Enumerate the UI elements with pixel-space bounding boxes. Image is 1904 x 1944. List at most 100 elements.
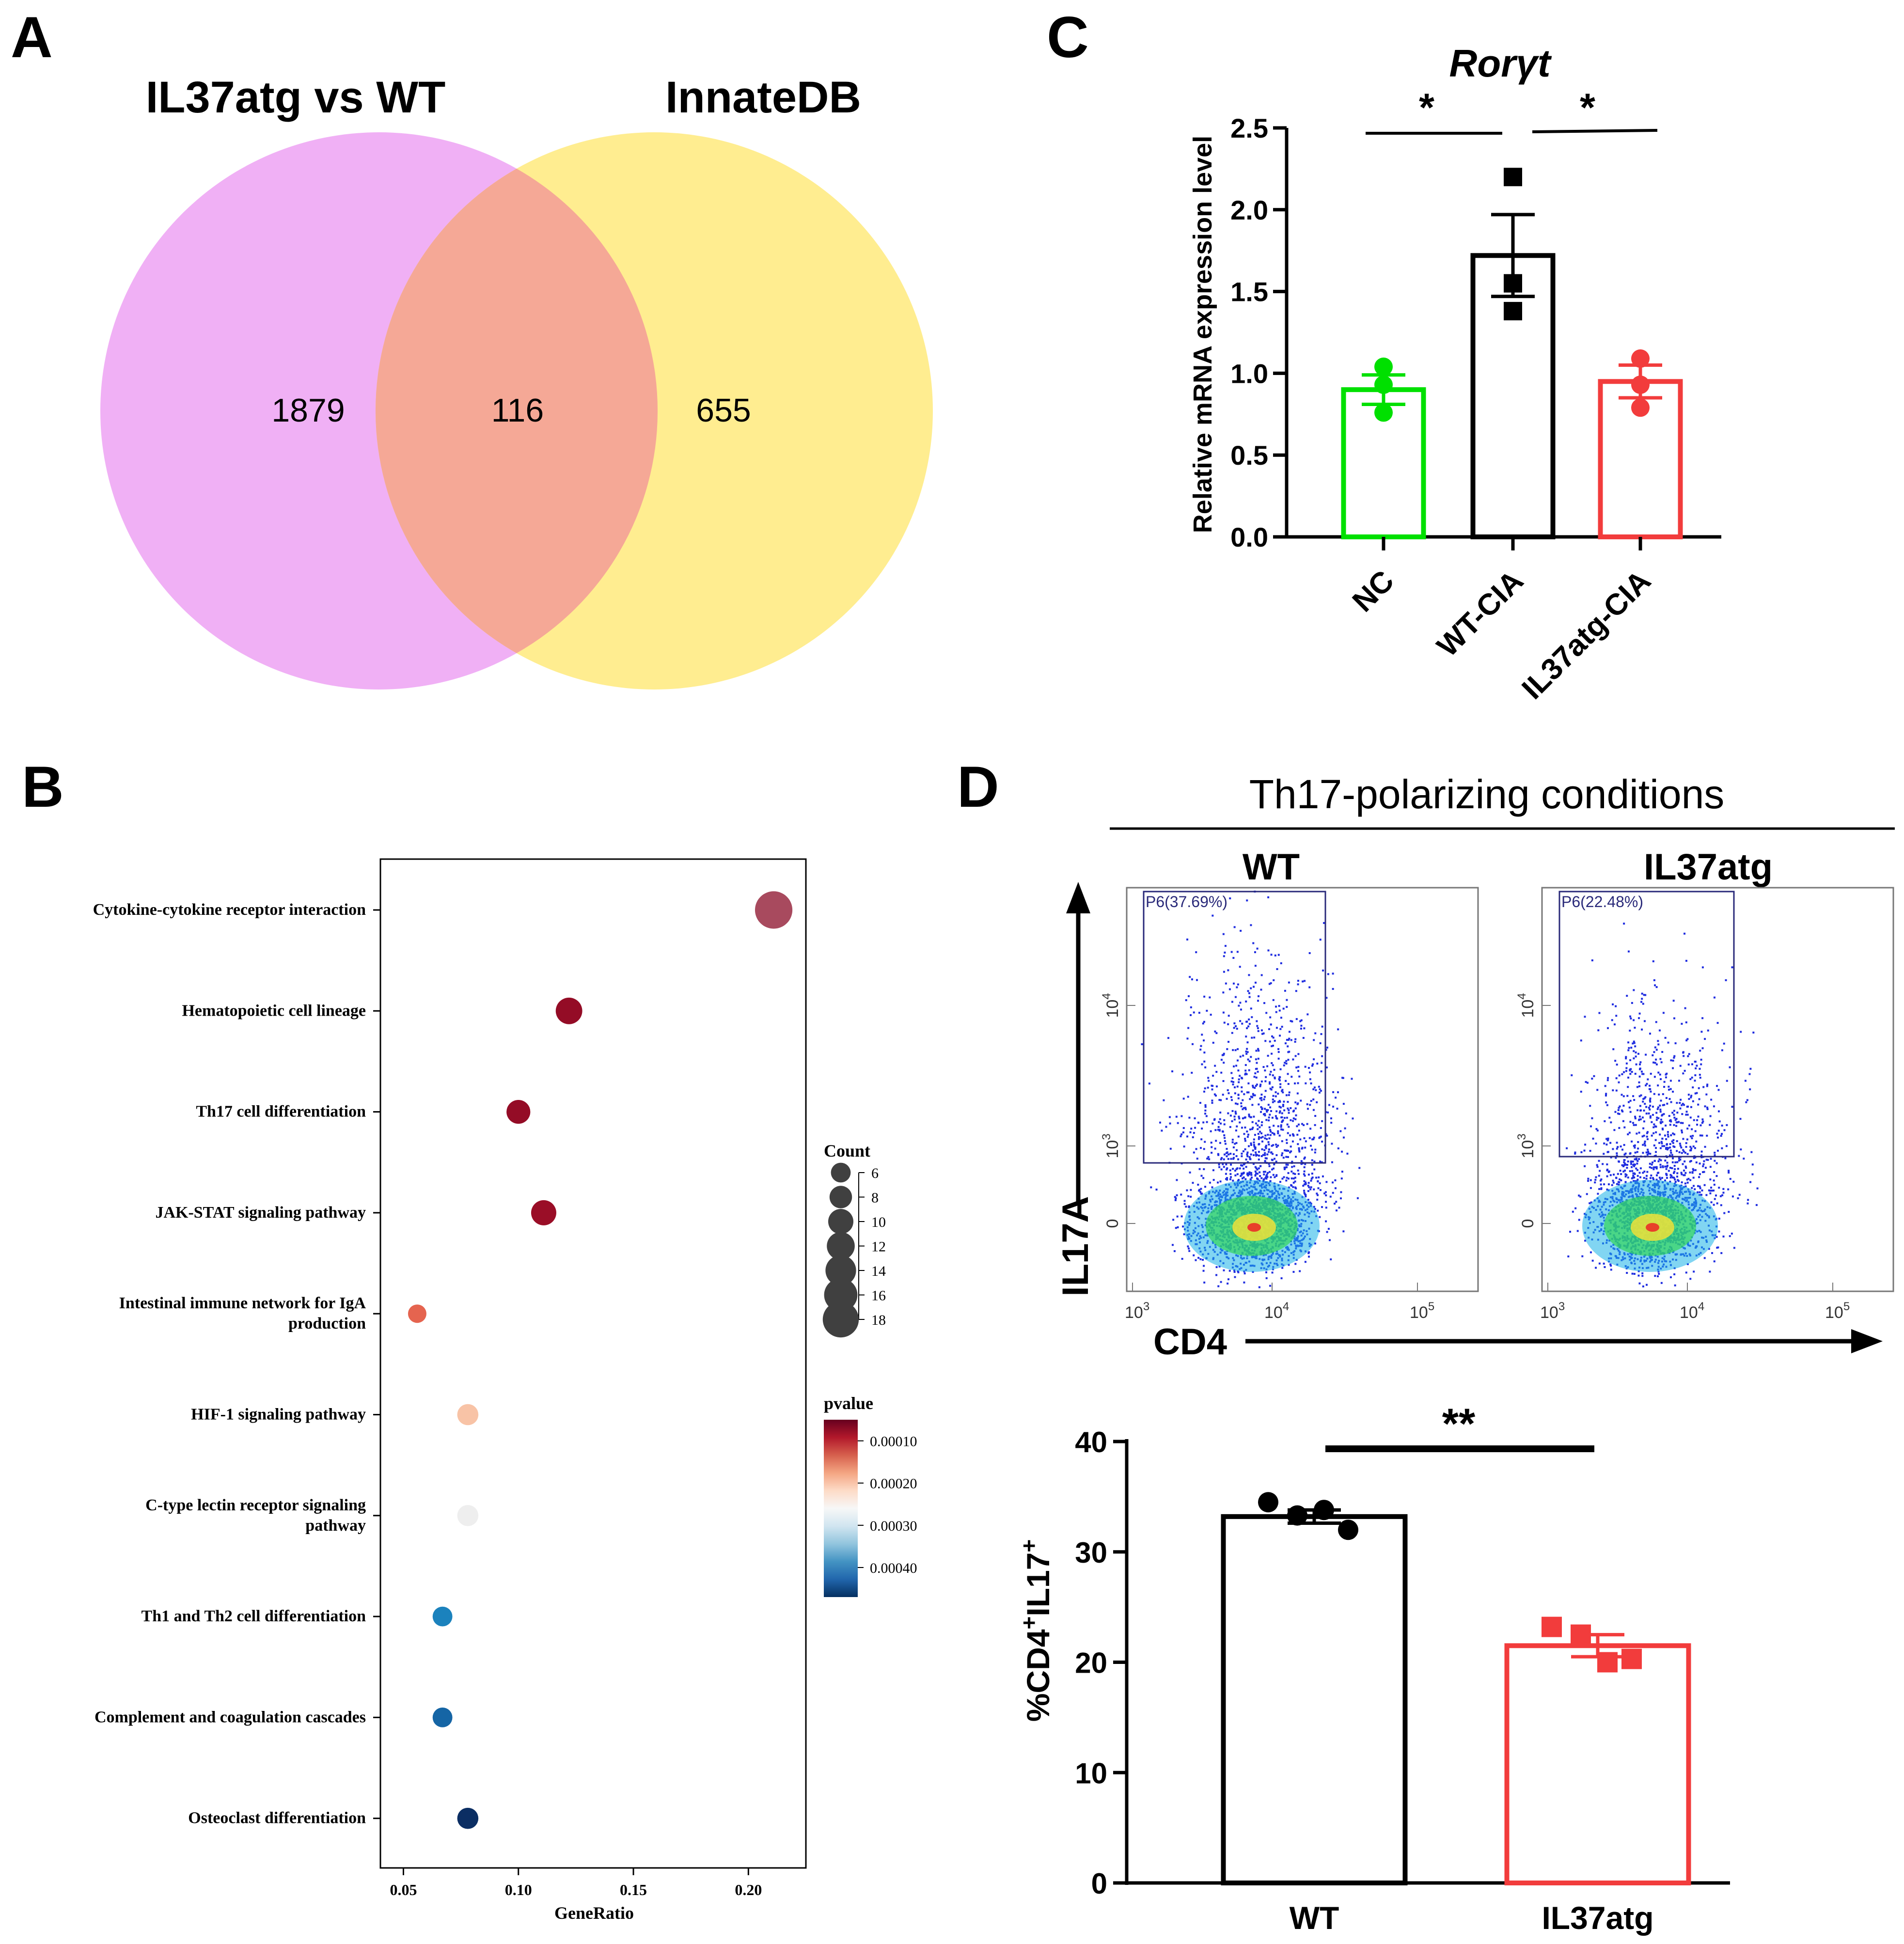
pathway-dot bbox=[555, 997, 582, 1024]
flow-event bbox=[1197, 1256, 1200, 1259]
flow-event bbox=[1305, 1140, 1307, 1143]
flow-event bbox=[1276, 968, 1278, 971]
flow-event bbox=[1297, 1053, 1300, 1055]
flow-event bbox=[1304, 980, 1306, 982]
flow-event bbox=[1345, 1112, 1347, 1114]
flow-event bbox=[1196, 979, 1198, 981]
flow-event bbox=[1182, 1127, 1185, 1129]
flow-event bbox=[1244, 1140, 1246, 1142]
flow-event bbox=[1287, 1177, 1290, 1180]
flow-event bbox=[1218, 1121, 1220, 1123]
flow-event bbox=[1268, 1151, 1270, 1153]
flow-event bbox=[1303, 1166, 1306, 1168]
flow-event bbox=[1657, 1270, 1660, 1273]
venn-count-left: 1879 bbox=[271, 392, 345, 429]
flow-event bbox=[1272, 1174, 1275, 1176]
flow-event bbox=[1646, 1135, 1648, 1138]
flow-event bbox=[1645, 1053, 1647, 1056]
flow-event bbox=[1678, 1080, 1680, 1082]
flow-event bbox=[1304, 1146, 1306, 1149]
flow-event bbox=[1704, 1105, 1706, 1108]
flow-event bbox=[1203, 1090, 1205, 1093]
flow-event bbox=[1281, 1112, 1283, 1114]
flow-event bbox=[1709, 1124, 1711, 1126]
flow-event bbox=[1717, 1089, 1720, 1091]
flow-event bbox=[1681, 1181, 1683, 1184]
venn-count-right: 655 bbox=[696, 392, 751, 429]
flow-event bbox=[1318, 1085, 1320, 1088]
y-tick-label: 0.5 bbox=[1230, 440, 1268, 470]
flow-event bbox=[1665, 1173, 1668, 1175]
flow-event bbox=[1230, 1080, 1233, 1082]
flow-event bbox=[1297, 1123, 1300, 1126]
flow-event bbox=[1274, 1176, 1276, 1178]
flow-event bbox=[1243, 1093, 1245, 1096]
flow-event bbox=[1314, 1124, 1316, 1126]
flow-event bbox=[1233, 1022, 1236, 1024]
flow-event bbox=[1264, 1108, 1266, 1110]
flow-event bbox=[1633, 1019, 1635, 1021]
flow-event bbox=[1312, 1063, 1314, 1066]
panel-label-d: D bbox=[957, 754, 999, 819]
flow-event bbox=[1625, 1067, 1628, 1069]
flow-event bbox=[1731, 1232, 1733, 1235]
flow-event bbox=[1219, 1112, 1222, 1114]
flow-event bbox=[1275, 1095, 1277, 1097]
flow-event bbox=[1713, 996, 1715, 999]
flow-event bbox=[1275, 1144, 1277, 1146]
flow-event bbox=[1708, 1248, 1710, 1250]
flow-event bbox=[1695, 1140, 1698, 1143]
flow-event bbox=[1646, 1284, 1648, 1286]
flow-event bbox=[1187, 1096, 1189, 1098]
data-point bbox=[1631, 376, 1650, 394]
flow-event bbox=[1187, 1195, 1190, 1197]
flow-event bbox=[1617, 1109, 1620, 1112]
flow-event bbox=[1699, 1074, 1701, 1076]
flow-event bbox=[1681, 1129, 1683, 1132]
flow-event bbox=[1181, 1073, 1184, 1076]
flow-event bbox=[1695, 1161, 1698, 1164]
flow-event bbox=[1655, 1166, 1658, 1168]
flow-event bbox=[1629, 1068, 1631, 1071]
flow-event bbox=[1666, 1102, 1668, 1105]
panel-label-a: A bbox=[11, 5, 53, 70]
flow-event bbox=[1259, 1085, 1261, 1087]
flow-event bbox=[1669, 1276, 1672, 1278]
flow-event bbox=[1240, 1105, 1243, 1108]
flow-event bbox=[1685, 1113, 1687, 1116]
flow-event bbox=[1256, 1168, 1259, 1171]
flow-event bbox=[1713, 1179, 1715, 1182]
flow-event bbox=[1672, 1059, 1674, 1062]
flow-event bbox=[1615, 1157, 1617, 1159]
flow-event bbox=[1189, 1014, 1192, 1017]
flow-event bbox=[1627, 1176, 1629, 1179]
flow-event bbox=[1340, 1177, 1343, 1180]
flow-event bbox=[1236, 1085, 1239, 1088]
flow-event bbox=[1673, 1146, 1676, 1148]
flow-event bbox=[1701, 966, 1704, 969]
flow-event bbox=[1232, 1157, 1235, 1159]
flow-event bbox=[1274, 1039, 1276, 1042]
flow-event bbox=[1202, 1177, 1205, 1179]
flow-event bbox=[1638, 1012, 1641, 1015]
pvalue-legend-title: pvalue bbox=[824, 1394, 873, 1413]
flow-event bbox=[1248, 1115, 1250, 1117]
flow-event bbox=[1649, 1100, 1652, 1103]
flow-event bbox=[1642, 1100, 1644, 1103]
flow-event bbox=[1728, 1170, 1730, 1172]
flow-event bbox=[1288, 1094, 1290, 1096]
flow-event bbox=[1693, 1119, 1695, 1121]
flow-event bbox=[1211, 1146, 1213, 1148]
flow-event bbox=[1662, 1012, 1665, 1014]
flow-event bbox=[1635, 1055, 1637, 1058]
flow-event bbox=[1251, 1128, 1254, 1130]
flow-event bbox=[1634, 1158, 1636, 1160]
flow-event bbox=[1672, 1142, 1674, 1144]
flow-event bbox=[1662, 1093, 1664, 1096]
flow-event bbox=[1257, 1030, 1259, 1032]
flow-event bbox=[1624, 1163, 1627, 1166]
flow-event bbox=[1679, 1102, 1681, 1104]
flow-event bbox=[1727, 1188, 1730, 1191]
flow-event bbox=[1269, 1073, 1271, 1076]
flow-event bbox=[1340, 1191, 1342, 1193]
